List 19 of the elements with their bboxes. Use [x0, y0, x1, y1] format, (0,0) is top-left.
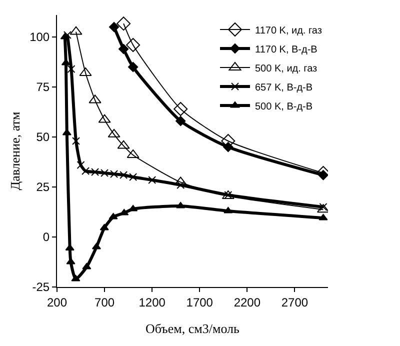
y-tick-label: 50	[36, 130, 50, 144]
x-tick-label: 1200	[138, 295, 166, 310]
legend-label: 500 K, В-д-В	[255, 101, 313, 112]
legend-label: 1170 K, В-д-В	[255, 44, 318, 56]
legend-label: 657 K, В-д-В	[255, 82, 313, 94]
y-tick-label: -25	[32, 280, 50, 294]
x-tick-label: 2700	[281, 295, 308, 310]
x-tick-label: 1700	[186, 295, 214, 310]
x-tick-label: 2200	[234, 295, 261, 310]
legend-label: 1170 K, ид. газ	[255, 25, 322, 36]
x-tick-label: 700	[94, 295, 115, 310]
x-axis-title: Объем, см3/моль	[146, 321, 240, 336]
y-axis-title: Давление, атм	[8, 112, 23, 190]
y-tick-label: 25	[36, 180, 50, 194]
y-tick-label: 0	[42, 230, 50, 244]
legend-label: 500 K, ид. газ	[255, 63, 318, 74]
y-tick-label: 75	[36, 80, 50, 94]
x-tick-label: 200	[46, 295, 68, 310]
y-tick-label: 100	[30, 30, 50, 44]
